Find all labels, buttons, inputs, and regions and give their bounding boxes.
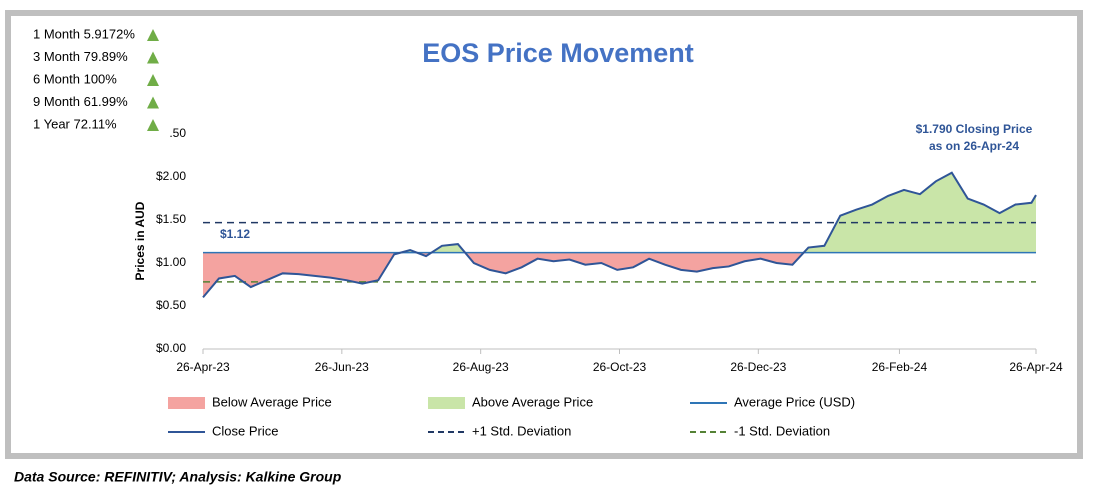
legend-label: -1 Std. Deviation: [734, 423, 830, 438]
y-tick-label: $2.00: [156, 169, 186, 183]
legend-label: +1 Std. Deviation: [472, 423, 571, 438]
source: Data Source: REFINITIV; Analysis: Kalkin…: [14, 469, 342, 485]
y-tick-label: $0.50: [156, 298, 186, 312]
performance-label: 3 Month 79.89%: [33, 49, 128, 64]
legend-swatch: [428, 397, 465, 409]
x-tick-label: 26-Aug-23: [453, 360, 509, 374]
above-fill: [400, 172, 1036, 253]
y-tick-label: $0.00: [156, 341, 186, 355]
x-tick-label: 26-Feb-24: [872, 360, 928, 374]
x-tick-label: 26-Apr-24: [1009, 360, 1063, 374]
performance-label: 6 Month 100%: [33, 71, 117, 86]
up-arrow: [147, 51, 159, 64]
legend-label: Below Average Price: [212, 394, 332, 409]
close-line: [202, 171, 1037, 299]
x-tick-label: 26-Jun-23: [315, 360, 369, 374]
chart-title: EOS Price Movement: [422, 38, 694, 68]
performance-label: 9 Month 61.99%: [33, 94, 128, 109]
performance-label: 1 Year 72.11%: [33, 116, 117, 131]
legend-label: Close Price: [212, 423, 278, 438]
legend-label: Average Price (USD): [734, 394, 855, 409]
x-tick-label: 26-Dec-23: [730, 360, 786, 374]
x-tick-label: 26-Apr-23: [176, 360, 230, 374]
annotation: $1.790 Closing Price: [916, 122, 1033, 136]
legend-label: Above Average Price: [472, 394, 593, 409]
up-arrow: [147, 29, 159, 41]
up-arrow: [147, 96, 159, 109]
performance-label: 1 Month 5.9172%: [33, 26, 135, 41]
average-label: $1.12: [220, 227, 250, 241]
legend-swatch: [168, 397, 205, 409]
x-tick-label: 26-Oct-23: [593, 360, 647, 374]
up-arrow: [147, 119, 159, 131]
y-axis-label: Prices in AUD: [133, 201, 147, 280]
annotation: as on 26-Apr-24: [929, 139, 1019, 153]
below-fill: [203, 252, 1036, 298]
y-tick-label: $1.50: [156, 212, 186, 226]
y-tick-label: $1.00: [156, 255, 186, 269]
up-arrow: [147, 74, 159, 86]
y-tick-label: .50: [169, 126, 186, 140]
